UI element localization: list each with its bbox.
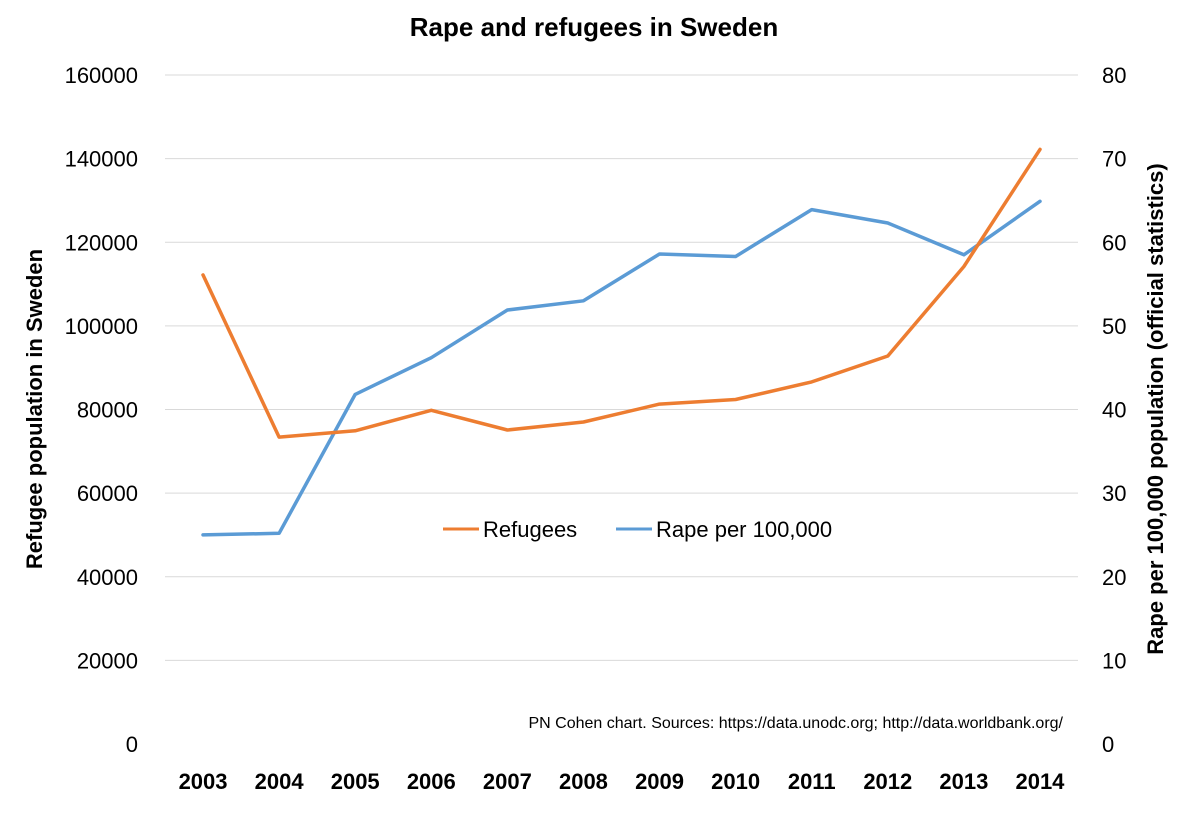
x-tick-label: 2014 [1015, 769, 1065, 794]
legend-label-refugees: Refugees [483, 517, 577, 542]
left-axis-label: Refugee population in Sweden [22, 249, 47, 569]
right-tick-label: 0 [1102, 732, 1114, 757]
x-tick-label: 2004 [255, 769, 305, 794]
series-lines [201, 147, 1042, 537]
right-tick-label: 20 [1102, 565, 1126, 590]
x-tick-label: 2006 [407, 769, 456, 794]
left-tick-label: 120000 [65, 230, 138, 255]
series-line-refugees [201, 147, 1042, 439]
x-tick-label: 2003 [179, 769, 228, 794]
right-tick-label: 40 [1102, 398, 1126, 423]
legend: Refugees Rape per 100,000 [443, 517, 832, 542]
left-tick-label: 0 [126, 732, 138, 757]
chart-title: Rape and refugees in Sweden [410, 12, 778, 42]
right-tick-label: 80 [1102, 63, 1126, 88]
left-tick-label: 140000 [65, 147, 138, 172]
legend-label-rape: Rape per 100,000 [656, 517, 832, 542]
left-tick-label: 60000 [77, 481, 138, 506]
right-tick-label: 30 [1102, 481, 1126, 506]
x-tick-label: 2010 [711, 769, 760, 794]
x-tick-label: 2007 [483, 769, 532, 794]
x-tick-label: 2009 [635, 769, 684, 794]
x-tick-label: 2005 [331, 769, 380, 794]
source-note: PN Cohen chart. Sources: https://data.un… [528, 715, 1063, 732]
left-tick-label: 40000 [77, 565, 138, 590]
left-tick-label: 20000 [77, 648, 138, 673]
left-tick-label: 100000 [65, 314, 138, 339]
x-axis-ticks: 2003 2004 2005 2006 2007 2008 2009 2010 2011 2012… [179, 769, 1066, 794]
right-axis-ticks: 0 10 20 30 40 50 60 70 80 [1102, 63, 1126, 757]
left-axis-ticks: 0 20000 40000 60000 80000 100000 120000 140000 1… [65, 63, 138, 757]
right-tick-label: 70 [1102, 147, 1126, 172]
right-tick-label: 50 [1102, 314, 1126, 339]
left-tick-label: 160000 [65, 63, 138, 88]
right-tick-label: 10 [1102, 648, 1126, 673]
x-tick-label: 2008 [559, 769, 608, 794]
left-tick-label: 80000 [77, 398, 138, 423]
x-tick-label: 2012 [863, 769, 912, 794]
x-tick-label: 2013 [939, 769, 988, 794]
right-axis-label: Rape per 100,000 population (official st… [1143, 163, 1168, 654]
gridlines [165, 74, 1078, 661]
right-tick-label: 60 [1102, 230, 1126, 255]
x-tick-label: 2011 [788, 769, 836, 794]
series-line-rape [201, 199, 1042, 537]
